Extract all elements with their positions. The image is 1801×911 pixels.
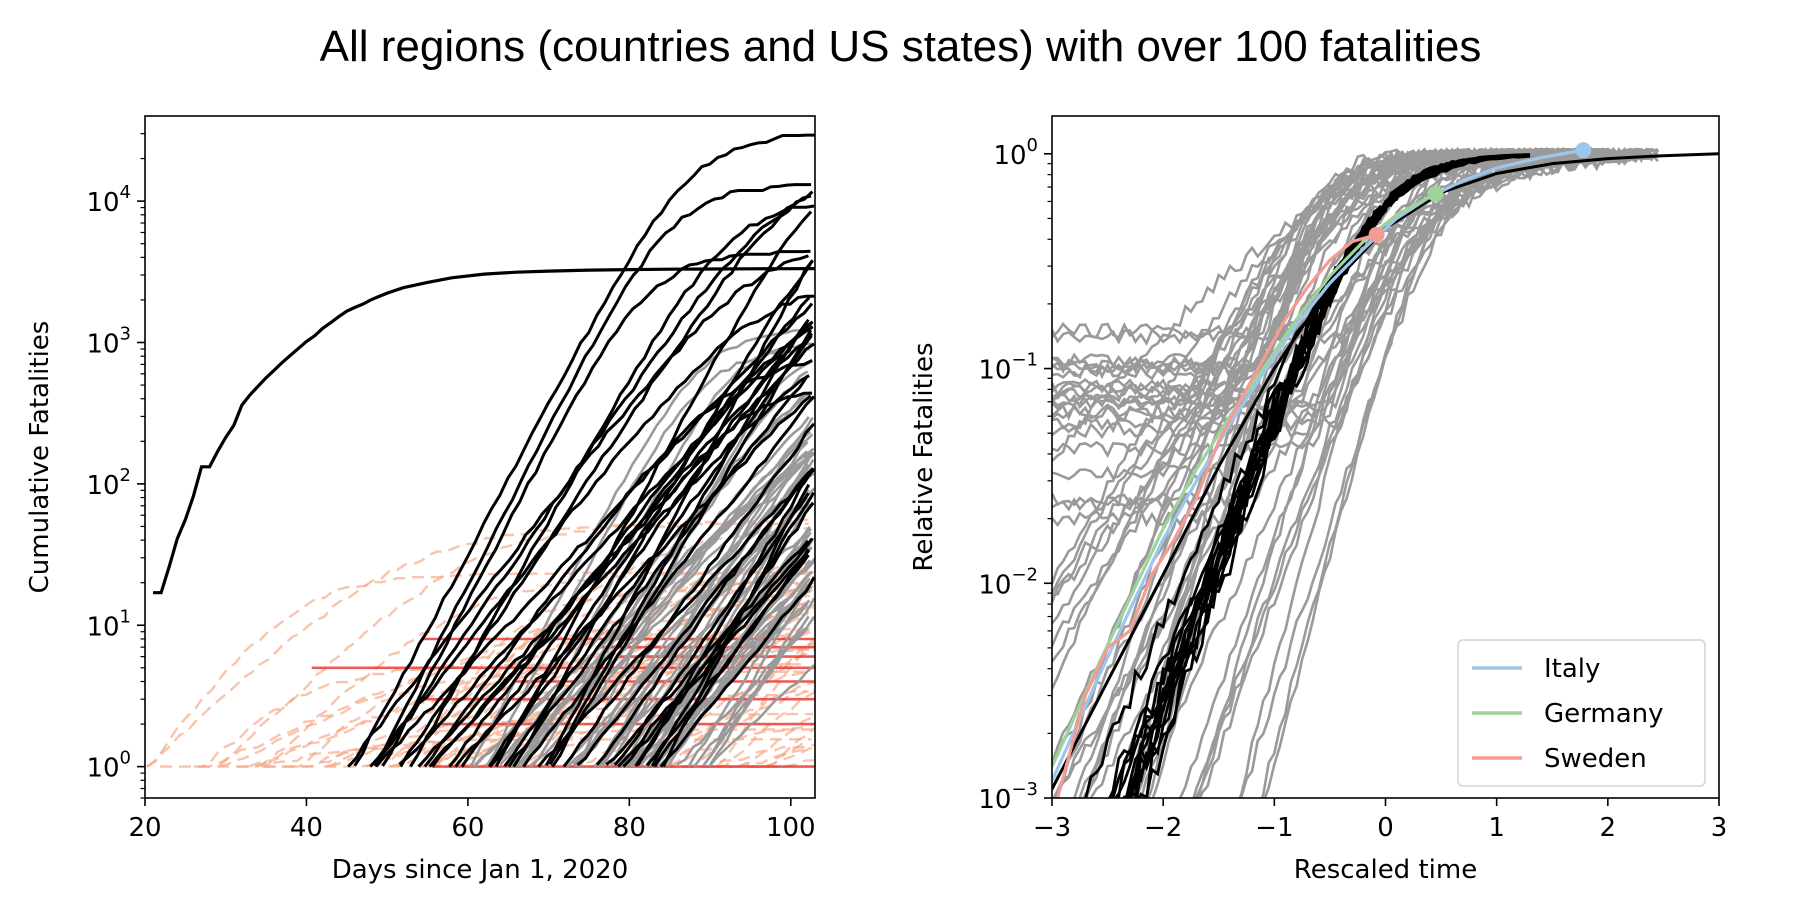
right-series-gray xyxy=(1089,154,1593,798)
left-series-gray xyxy=(609,417,814,768)
left-series-dashed xyxy=(604,688,815,768)
left-series-black xyxy=(398,322,813,766)
left-series-black xyxy=(605,539,810,766)
left-xtick-label: 20 xyxy=(128,813,161,843)
left-series-black xyxy=(537,467,815,768)
left-series-black xyxy=(373,183,812,767)
left-series-black xyxy=(551,329,813,768)
legend-label: Italy xyxy=(1544,654,1600,684)
right-series-gray xyxy=(1263,146,1620,798)
left-series-dashed xyxy=(365,578,811,768)
left-series-black xyxy=(423,359,813,768)
left-series-black xyxy=(347,254,809,768)
right-series-gray xyxy=(1192,151,1559,798)
left-series-highlight xyxy=(153,267,815,595)
right-marker-germany xyxy=(1427,185,1444,202)
figure-title: All regions (countries and US states) wi… xyxy=(319,22,1482,71)
right-marker-italy xyxy=(1575,142,1592,159)
right-series-italy xyxy=(1052,148,1584,782)
left-ylabel: Cumulative Fatalities xyxy=(25,321,55,594)
left-series-black xyxy=(353,133,815,767)
left-series-black xyxy=(650,491,815,767)
left-series-gray xyxy=(578,458,815,768)
right-xtick-label: 0 xyxy=(1377,813,1394,843)
right-legend: Italy Germany Sweden xyxy=(1457,639,1706,787)
right-ytick-label: 10−3 xyxy=(978,779,1038,815)
left-series-black xyxy=(488,320,814,768)
right-series-gray xyxy=(1053,158,1587,798)
left-series-dashed xyxy=(146,571,809,768)
right-series-sweden xyxy=(1056,233,1378,798)
right-series-gray xyxy=(1052,147,1648,411)
right-series-gray xyxy=(1052,149,1614,434)
left-series-black xyxy=(381,249,811,767)
left-series-dashed xyxy=(715,639,815,768)
left-series-black xyxy=(634,501,815,767)
left-xtick-label: 100 xyxy=(766,813,816,843)
left-series-dashed xyxy=(765,727,815,768)
left-ytick-label: 101 xyxy=(86,606,131,642)
left-series-dashed xyxy=(218,518,809,767)
left-xlabel: Days since Jan 1, 2020 xyxy=(332,855,629,885)
right-xtick-label: 3 xyxy=(1711,813,1728,843)
left-series-gray xyxy=(708,597,815,768)
right-series-gray xyxy=(1052,146,1559,690)
left-series-black xyxy=(613,492,810,766)
right-marker-sweden xyxy=(1368,226,1385,243)
left-series-black xyxy=(617,537,814,768)
right-xtick-label: −1 xyxy=(1255,813,1293,843)
left-series-dashed xyxy=(620,648,815,768)
left-series-black xyxy=(595,468,815,766)
left-axes-frame xyxy=(144,115,816,799)
left-series-gray xyxy=(628,557,815,767)
left-series-black xyxy=(454,394,812,768)
left-series-gray xyxy=(702,583,810,767)
left-ytick-label: 102 xyxy=(86,465,131,501)
right-xlabel: Rescaled time xyxy=(1294,855,1477,885)
left-xtick-label: 80 xyxy=(613,813,646,843)
left-series-black xyxy=(487,391,813,768)
right-xtick-label: 2 xyxy=(1600,813,1617,843)
left-series-dashed xyxy=(717,690,815,768)
left-series-dashed xyxy=(428,606,809,768)
left-series-black xyxy=(653,548,810,768)
left-series-black xyxy=(636,475,809,767)
right-xtick-label: 1 xyxy=(1488,813,1505,843)
right-plot-area xyxy=(1052,146,1719,798)
left-series-gray xyxy=(708,664,815,768)
left-series-gray xyxy=(620,463,809,768)
left-series-dashed xyxy=(738,716,812,768)
right-xtick-label: −3 xyxy=(1033,813,1071,843)
right-xtick-label: −2 xyxy=(1144,813,1182,843)
left-series-black xyxy=(548,318,810,766)
left-series-black xyxy=(374,302,814,768)
left-series-black xyxy=(369,294,815,768)
left-series-black xyxy=(659,576,815,768)
right-ytick-label: 10−1 xyxy=(978,350,1038,386)
right-ytick-label: 100 xyxy=(993,135,1038,171)
left-ytick-label: 104 xyxy=(86,182,131,218)
right-ylabel: Relative Fatalities xyxy=(909,342,939,571)
left-series-black xyxy=(545,259,814,767)
left-series-gray xyxy=(702,615,810,766)
left-series-black xyxy=(448,325,814,768)
left-ytick-label: 100 xyxy=(86,748,131,784)
legend-box xyxy=(1457,639,1706,787)
left-series-black xyxy=(507,374,809,768)
left-series-black xyxy=(417,342,815,768)
left-series-black xyxy=(562,422,815,768)
left-xtick-label: 60 xyxy=(451,813,484,843)
left-series-dashed xyxy=(708,759,814,768)
right-series-black xyxy=(1124,153,1531,798)
left-xtick-label: 40 xyxy=(290,813,323,843)
right-ytick-label: 10−2 xyxy=(978,564,1038,600)
legend-label: Sweden xyxy=(1544,744,1647,774)
left-series-black xyxy=(522,395,815,768)
left-ytick-label: 103 xyxy=(86,323,131,359)
left-plot-area xyxy=(146,133,815,768)
legend-label: Germany xyxy=(1544,699,1664,729)
